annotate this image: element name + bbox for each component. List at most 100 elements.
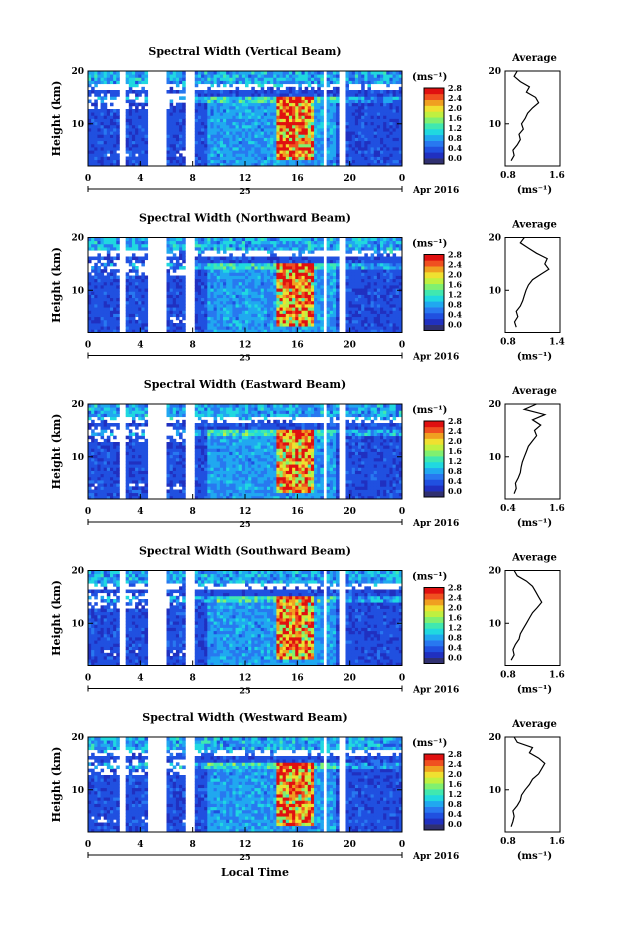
colorbar-tick-label: 2.4: [448, 93, 462, 103]
x-tick-label: 8: [190, 840, 196, 850]
colorbar-swatch: [424, 789, 444, 796]
avg-x-tick-label: 1.6: [549, 671, 565, 681]
avg-y-tick-label: 20: [488, 733, 501, 743]
x-tick-label: 0: [399, 341, 405, 351]
colorbar-tick-label: 2.8: [448, 250, 462, 260]
colorbar-swatch: [424, 88, 444, 95]
y-tick-label: 20: [71, 400, 84, 410]
colorbar-tick-label: 2.4: [448, 593, 462, 603]
x-tick-label: 8: [190, 174, 196, 184]
colorbar-swatch: [424, 605, 444, 612]
panel-title: Spectral Width (Southward Beam): [139, 545, 351, 558]
panel-title: Spectral Width (Eastward Beam): [144, 378, 346, 391]
colorbar-swatch: [424, 771, 444, 778]
colorbar-unit-label: (ms⁻¹): [412, 239, 447, 250]
heatmap-cells: [88, 737, 403, 833]
average-line: [513, 237, 550, 328]
avg-y-tick-label: 10: [488, 619, 501, 629]
colorbar-tick-label: 0.4: [448, 143, 462, 153]
colorbar-swatch: [424, 759, 444, 766]
colorbar-swatch: [424, 301, 444, 308]
x-tick-label: 0: [399, 174, 405, 184]
colorbar-swatch: [424, 616, 444, 623]
colorbar-swatch: [424, 93, 444, 100]
x-tick-label: 20: [343, 840, 356, 850]
avg-y-tick-label: 10: [488, 786, 501, 796]
avg-x-tick-label: 1.4: [549, 338, 565, 348]
panel-0: Spectral Width (Vertical Beam) 10 20 Height…: [50, 45, 565, 196]
colorbar-swatch: [424, 818, 444, 825]
colorbar-tick-label: 0.0: [448, 653, 462, 663]
y-tick-label: 10: [71, 120, 84, 130]
y-axis-label: Height (km): [50, 414, 63, 490]
x-tick-label: 20: [343, 507, 356, 517]
colorbar-tick-label: 0.4: [448, 809, 462, 819]
colorbar-swatch: [424, 140, 444, 147]
colorbar-swatch: [424, 260, 444, 267]
y-axis-label: Height (km): [50, 81, 63, 157]
panel-title: Spectral Width (Vertical Beam): [148, 45, 341, 58]
colorbar-tick-label: 1.6: [448, 613, 462, 623]
colorbar-swatch: [424, 479, 444, 486]
colorbar-swatch: [424, 432, 444, 439]
date-label: Apr 2016: [412, 852, 459, 862]
panel-4: Spectral Width (Westward Beam) 10 20 Height…: [50, 711, 565, 862]
colorbar-tick-label: 1.6: [448, 446, 462, 456]
heatmap-cells: [88, 237, 403, 333]
average-profile: Average 10 20 0.8 1.4 (ms⁻¹): [488, 220, 564, 363]
colorbar-tick-label: 0.0: [448, 320, 462, 330]
colorbar-swatch: [424, 283, 444, 290]
colorbar-swatch: [424, 426, 444, 433]
avg-x-axis-label: (ms⁻¹): [517, 352, 552, 363]
colorbar-swatch: [424, 450, 444, 457]
day-label: 25: [239, 186, 250, 196]
colorbar-swatch: [424, 438, 444, 445]
colorbar-tick-label: 0.8: [448, 300, 462, 310]
y-tick-label: 10: [71, 619, 84, 629]
colorbar-tick-label: 1.2: [448, 290, 462, 300]
colorbar-swatch: [424, 134, 444, 141]
colorbar-tick-label: 1.2: [448, 789, 462, 799]
colorbar-swatch: [424, 657, 444, 664]
colorbar-swatch: [424, 812, 444, 819]
colorbar-tick-label: 0.0: [448, 486, 462, 496]
colorbar-tick-label: 0.8: [448, 133, 462, 143]
colorbar-tick-label: 0.0: [448, 153, 462, 163]
x-tick-label: 8: [190, 341, 196, 351]
colorbar-swatch: [424, 105, 444, 112]
y-axis-label: Height (km): [50, 247, 63, 323]
colorbar-tick-label: 2.0: [448, 436, 462, 446]
colorbar-swatch: [424, 610, 444, 618]
x-tick-label: 20: [343, 174, 356, 184]
x-tick-label: 8: [190, 507, 196, 517]
avg-x-tick-label: 0.4: [500, 504, 516, 514]
panel-title: Spectral Width (Westward Beam): [142, 711, 347, 724]
x-tick-label: 4: [137, 341, 143, 351]
colorbar-swatch: [424, 111, 444, 118]
colorbar-swatch: [424, 473, 444, 480]
colorbar-swatch: [424, 628, 444, 635]
colorbar-swatch: [424, 485, 444, 492]
x-tick-label: 4: [137, 840, 143, 850]
colorbar-swatch: [424, 152, 444, 159]
panel-2: Spectral Width (Eastward Beam) 10 20 Height…: [50, 378, 565, 529]
colorbar-tick-label: 1.2: [448, 123, 462, 133]
colorbar-swatch: [424, 467, 444, 474]
x-tick-label: 0: [399, 674, 405, 684]
y-axis-label: Height (km): [50, 747, 63, 823]
colorbar-swatch: [424, 289, 444, 296]
y-axis-label: Height (km): [50, 580, 63, 656]
x-tick-label: 0: [85, 507, 91, 517]
colorbar-unit-label: (ms⁻¹): [412, 738, 447, 749]
average-line: [510, 570, 543, 661]
y-tick-label: 20: [71, 733, 84, 743]
average-profile: Average 10 20 0.8 1.6 (ms⁻¹): [488, 553, 564, 696]
x-tick-label: 0: [85, 840, 91, 850]
colorbar-tick-label: 2.8: [448, 583, 462, 593]
avg-x-tick-label: 1.6: [549, 171, 565, 181]
x-tick-label: 16: [291, 674, 304, 684]
y-tick-label: 10: [71, 453, 84, 463]
average-line: [510, 70, 540, 161]
avg-y-tick-label: 20: [488, 67, 501, 77]
